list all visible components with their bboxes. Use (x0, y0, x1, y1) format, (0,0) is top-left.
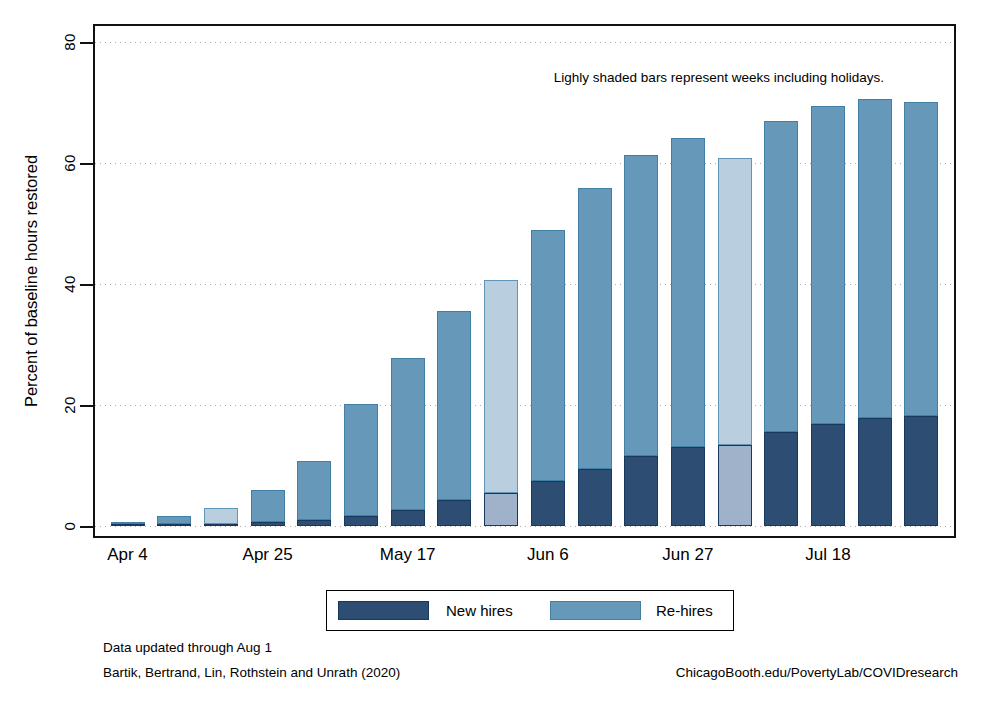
segment-new-hires (904, 416, 938, 526)
bar-week-9-holiday (484, 280, 518, 526)
bar-week-10 (531, 230, 565, 526)
y-tick-40 (80, 284, 93, 286)
legend: New hires Re-hires (326, 590, 734, 631)
legend-swatch-new-hires (338, 601, 429, 620)
bar-week-7 (391, 358, 425, 526)
x-tick-label-apr-4: Apr 4 (107, 545, 148, 565)
bar-week-11 (578, 188, 612, 526)
gridline-y80 (95, 42, 954, 43)
bar-week-8 (437, 311, 471, 526)
bar-week-6 (344, 404, 378, 526)
bar-week-16 (811, 106, 845, 526)
segment-new-hires (157, 524, 191, 526)
y-tick-label-60: 60 (61, 154, 78, 172)
segment-new-hires (858, 418, 892, 526)
bar-week-18 (904, 102, 938, 526)
footer-citation: Bartik, Bertrand, Lin, Rothstein and Unr… (103, 665, 400, 680)
segment-re-hires (344, 404, 378, 515)
segment-re-hires (904, 102, 938, 416)
x-tick-label-jun-27: Jun 27 (662, 545, 713, 565)
segment-re-hires (437, 311, 471, 500)
bar-week-15 (764, 121, 798, 526)
segment-new-hires (297, 520, 331, 526)
segment-re-hires (391, 358, 425, 509)
segment-re-hires (764, 121, 798, 433)
segment-new-hires (764, 432, 798, 526)
bar-week-5 (297, 461, 331, 526)
y-tick-label-80: 80 (61, 33, 78, 51)
y-tick-80 (80, 42, 93, 44)
segment-new-hires (204, 524, 238, 526)
y-tick-0 (80, 526, 93, 528)
segment-new-hires (251, 522, 285, 526)
y-tick-20 (80, 405, 93, 407)
segment-new-hires (578, 469, 612, 526)
segment-re-hires (531, 230, 565, 481)
gridline-y0 (95, 526, 954, 527)
y-tick-label-40: 40 (61, 275, 78, 293)
segment-new-hires (344, 516, 378, 526)
chart-canvas: Lighly shaded bars represent weeks inclu… (0, 0, 982, 714)
y-tick-60 (80, 163, 93, 165)
segment-re-hires (297, 461, 331, 520)
bar-week-2 (157, 516, 191, 526)
footer-data-updated: Data updated through Aug 1 (103, 640, 272, 655)
plot-area: Lighly shaded bars represent weeks inclu… (93, 24, 956, 538)
holiday-note: Lighly shaded bars represent weeks inclu… (554, 70, 884, 85)
segment-re-hires (251, 490, 285, 522)
bar-week-13 (671, 138, 705, 526)
x-tick-label-may-17: May 17 (380, 545, 436, 565)
bar-week-17 (858, 99, 892, 526)
segment-new-hires (811, 424, 845, 526)
segment-re-hires (811, 106, 845, 424)
segment-new-hires (718, 445, 752, 526)
segment-re-hires (671, 138, 705, 447)
y-axis-title: Percent of baseline hours restored (22, 155, 41, 407)
x-tick-label-jul-18: Jul 18 (805, 545, 850, 565)
segment-re-hires (484, 280, 518, 494)
bar-week-12 (624, 155, 658, 526)
y-tick-label-0: 0 (61, 522, 78, 531)
segment-new-hires (671, 447, 705, 526)
legend-label-re-hires: Re-hires (656, 602, 713, 619)
segment-re-hires (157, 516, 191, 524)
footer-url: ChicagoBooth.edu/PovertyLab/COVIDresearc… (676, 665, 958, 680)
segment-new-hires (484, 493, 518, 526)
segment-new-hires (391, 510, 425, 526)
segment-re-hires (718, 158, 752, 445)
segment-re-hires (624, 155, 658, 457)
segment-re-hires (578, 188, 612, 469)
segment-re-hires (858, 99, 892, 418)
segment-re-hires (204, 508, 238, 524)
bar-week-4 (251, 490, 285, 526)
y-tick-label-20: 20 (61, 396, 78, 414)
segment-new-hires (437, 500, 471, 526)
segment-new-hires (531, 481, 565, 526)
segment-new-hires (111, 524, 145, 526)
legend-swatch-re-hires (550, 601, 641, 620)
x-tick-label-apr-25: Apr 25 (243, 545, 293, 565)
x-tick-label-jun-6: Jun 6 (527, 545, 569, 565)
legend-label-new-hires: New hires (446, 602, 550, 619)
bar-week-1 (111, 522, 145, 526)
bar-week-3-holiday (204, 508, 238, 526)
bar-week-14-holiday (718, 158, 752, 526)
segment-new-hires (624, 456, 658, 526)
